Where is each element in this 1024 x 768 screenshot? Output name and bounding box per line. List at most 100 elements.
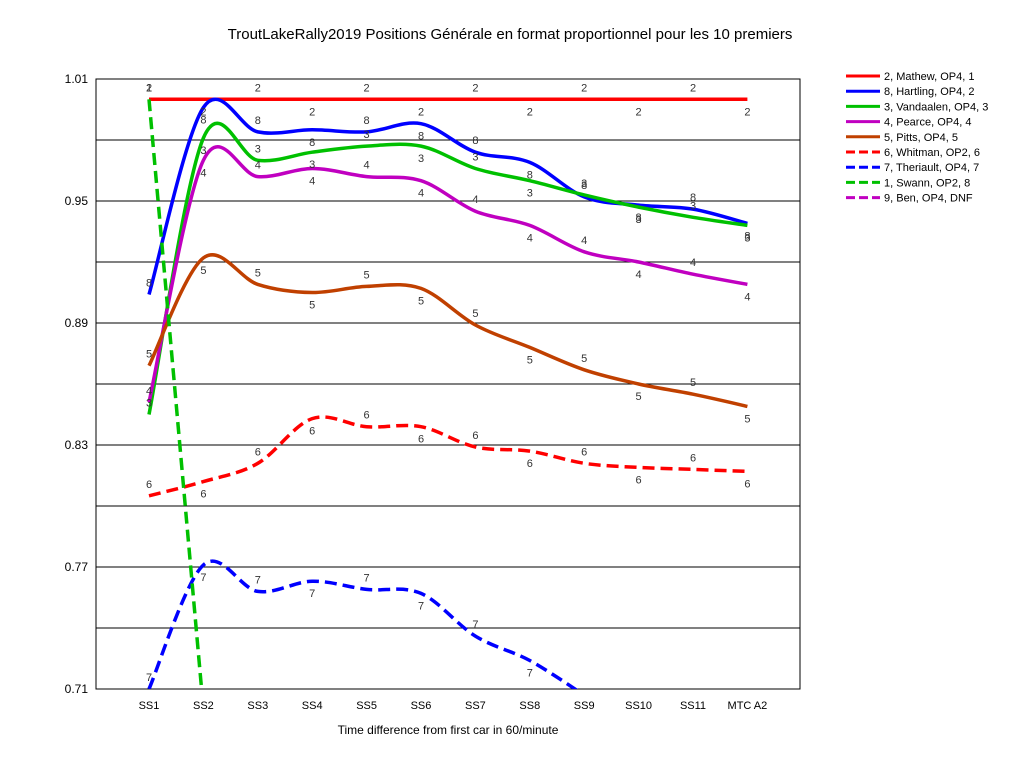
point-label: 3 [581,178,587,190]
plot-frame [95,78,801,690]
point-label: 7 [200,572,206,584]
y-tick-label: 0.77 [65,560,89,574]
point-label: 4 [146,385,152,397]
point-label: 8 [527,169,533,181]
chart-gridlines [96,139,800,690]
point-label: 1 [146,82,152,94]
point-label: 4 [744,291,750,303]
point-label: 8 [581,180,587,192]
point-label: 3 [690,200,696,212]
point-label: 6 [146,479,152,491]
point-label: 4 [527,232,533,244]
y-tick-label: 1.01 [65,72,89,86]
point-label: 4 [255,160,261,172]
series-line [147,253,748,409]
point-label: 4 [636,269,642,281]
point-label: 3 [364,129,370,141]
legend-label: 4, Pearce, OP4, 4 [884,117,971,129]
point-label: 3 [418,153,424,165]
y-tick-label: 0.83 [65,438,89,452]
point-label: 8 [472,135,478,147]
point-label: 2 [636,106,642,118]
x-tick-label: SS4 [302,700,323,712]
point-label: 2 [255,82,261,94]
point-label: 3 [255,143,261,155]
point-label: 4 [690,257,696,269]
y-tick-label: 0.89 [65,316,89,330]
series-line [147,99,204,689]
series-line [147,145,748,403]
point-label: 8 [636,212,642,224]
y-tick-label: 0.95 [65,194,89,208]
point-label: 3 [309,159,315,171]
point-label: 7 [146,672,152,684]
point-label: 6 [744,478,750,490]
point-label: 4 [309,176,315,188]
point-label: 6 [527,458,533,470]
point-label: 8 [418,131,424,143]
point-label: 8 [744,230,750,242]
y-tick-label: 0.71 [65,682,89,696]
point-label: 5 [364,269,370,281]
point-label: 3 [744,232,750,244]
plot-border [95,78,801,690]
x-tick-label: SS3 [247,700,268,712]
point-label: 2 [581,82,587,94]
chart-title: TroutLakeRally2019 Positions Générale en… [228,26,793,43]
point-label: 2 [200,106,206,118]
series-line [147,559,579,689]
x-tick-label: SS6 [411,700,432,712]
point-label: 4 [418,188,424,200]
point-label: 2 [690,82,696,94]
point-label: 8 [255,115,261,127]
point-label: 3 [472,152,478,164]
legend-label: 7, Theriault, OP4, 7 [884,162,979,174]
point-label: 2 [472,82,478,94]
point-label: 6 [200,489,206,501]
point-label: 6 [636,474,642,486]
x-tick-label: SS5 [356,700,377,712]
legend-label: 3, Vandaalen, OP4, 3 [884,101,988,113]
point-label: 6 [690,452,696,464]
x-tick-label: SS11 [680,700,706,712]
point-label: 6 [309,426,315,438]
legend-label: 6, Whitman, OP2, 6 [884,147,980,159]
point-label: 5 [636,391,642,403]
x-tick-label: SS9 [574,700,595,712]
point-label: 7 [527,668,533,680]
point-label: 4 [472,194,478,206]
legend-label: 1, Swann, OP2, 8 [884,177,970,189]
point-label: 8 [309,137,315,149]
x-tick-label: SS7 [465,700,486,712]
x-tick-label: SS8 [519,700,540,712]
point-label: 3 [146,398,152,410]
point-label: 3 [527,188,533,200]
point-label: 5 [309,300,315,312]
point-label: 8 [200,115,206,127]
point-label: 2 [744,106,750,118]
point-label: 5 [472,308,478,320]
point-label: 2 [146,82,152,94]
legend-label: 5, Pitts, OP4, 5 [884,132,958,144]
point-label: 6 [364,410,370,422]
x-tick-label: SS2 [193,700,214,712]
point-label: 5 [418,295,424,307]
x-axis-ticks: SS1 SS2 SS3 SS4 SS5 SS6 SS7 SS8 SS9 SS10 SS11 MTC A… [139,700,768,712]
x-tick-label: SS10 [625,700,652,712]
x-tick-label: MTC A2 [728,700,768,712]
point-label: 8 [146,278,152,290]
point-label: 6 [418,434,424,446]
point-label: 7 [418,600,424,612]
point-label: 5 [146,349,152,361]
legend-label: 9, Ben, OP4, DNF [884,193,973,205]
point-label: 5 [690,377,696,389]
point-label: 6 [255,446,261,458]
point-label: 5 [527,354,533,366]
point-label: 5 [581,353,587,365]
point-label: 5 [744,413,750,425]
point-label: 2 [418,106,424,118]
legend-label: 8, Hartling, OP4, 2 [884,86,975,98]
point-label: 6 [472,430,478,442]
point-label: 5 [255,267,261,279]
